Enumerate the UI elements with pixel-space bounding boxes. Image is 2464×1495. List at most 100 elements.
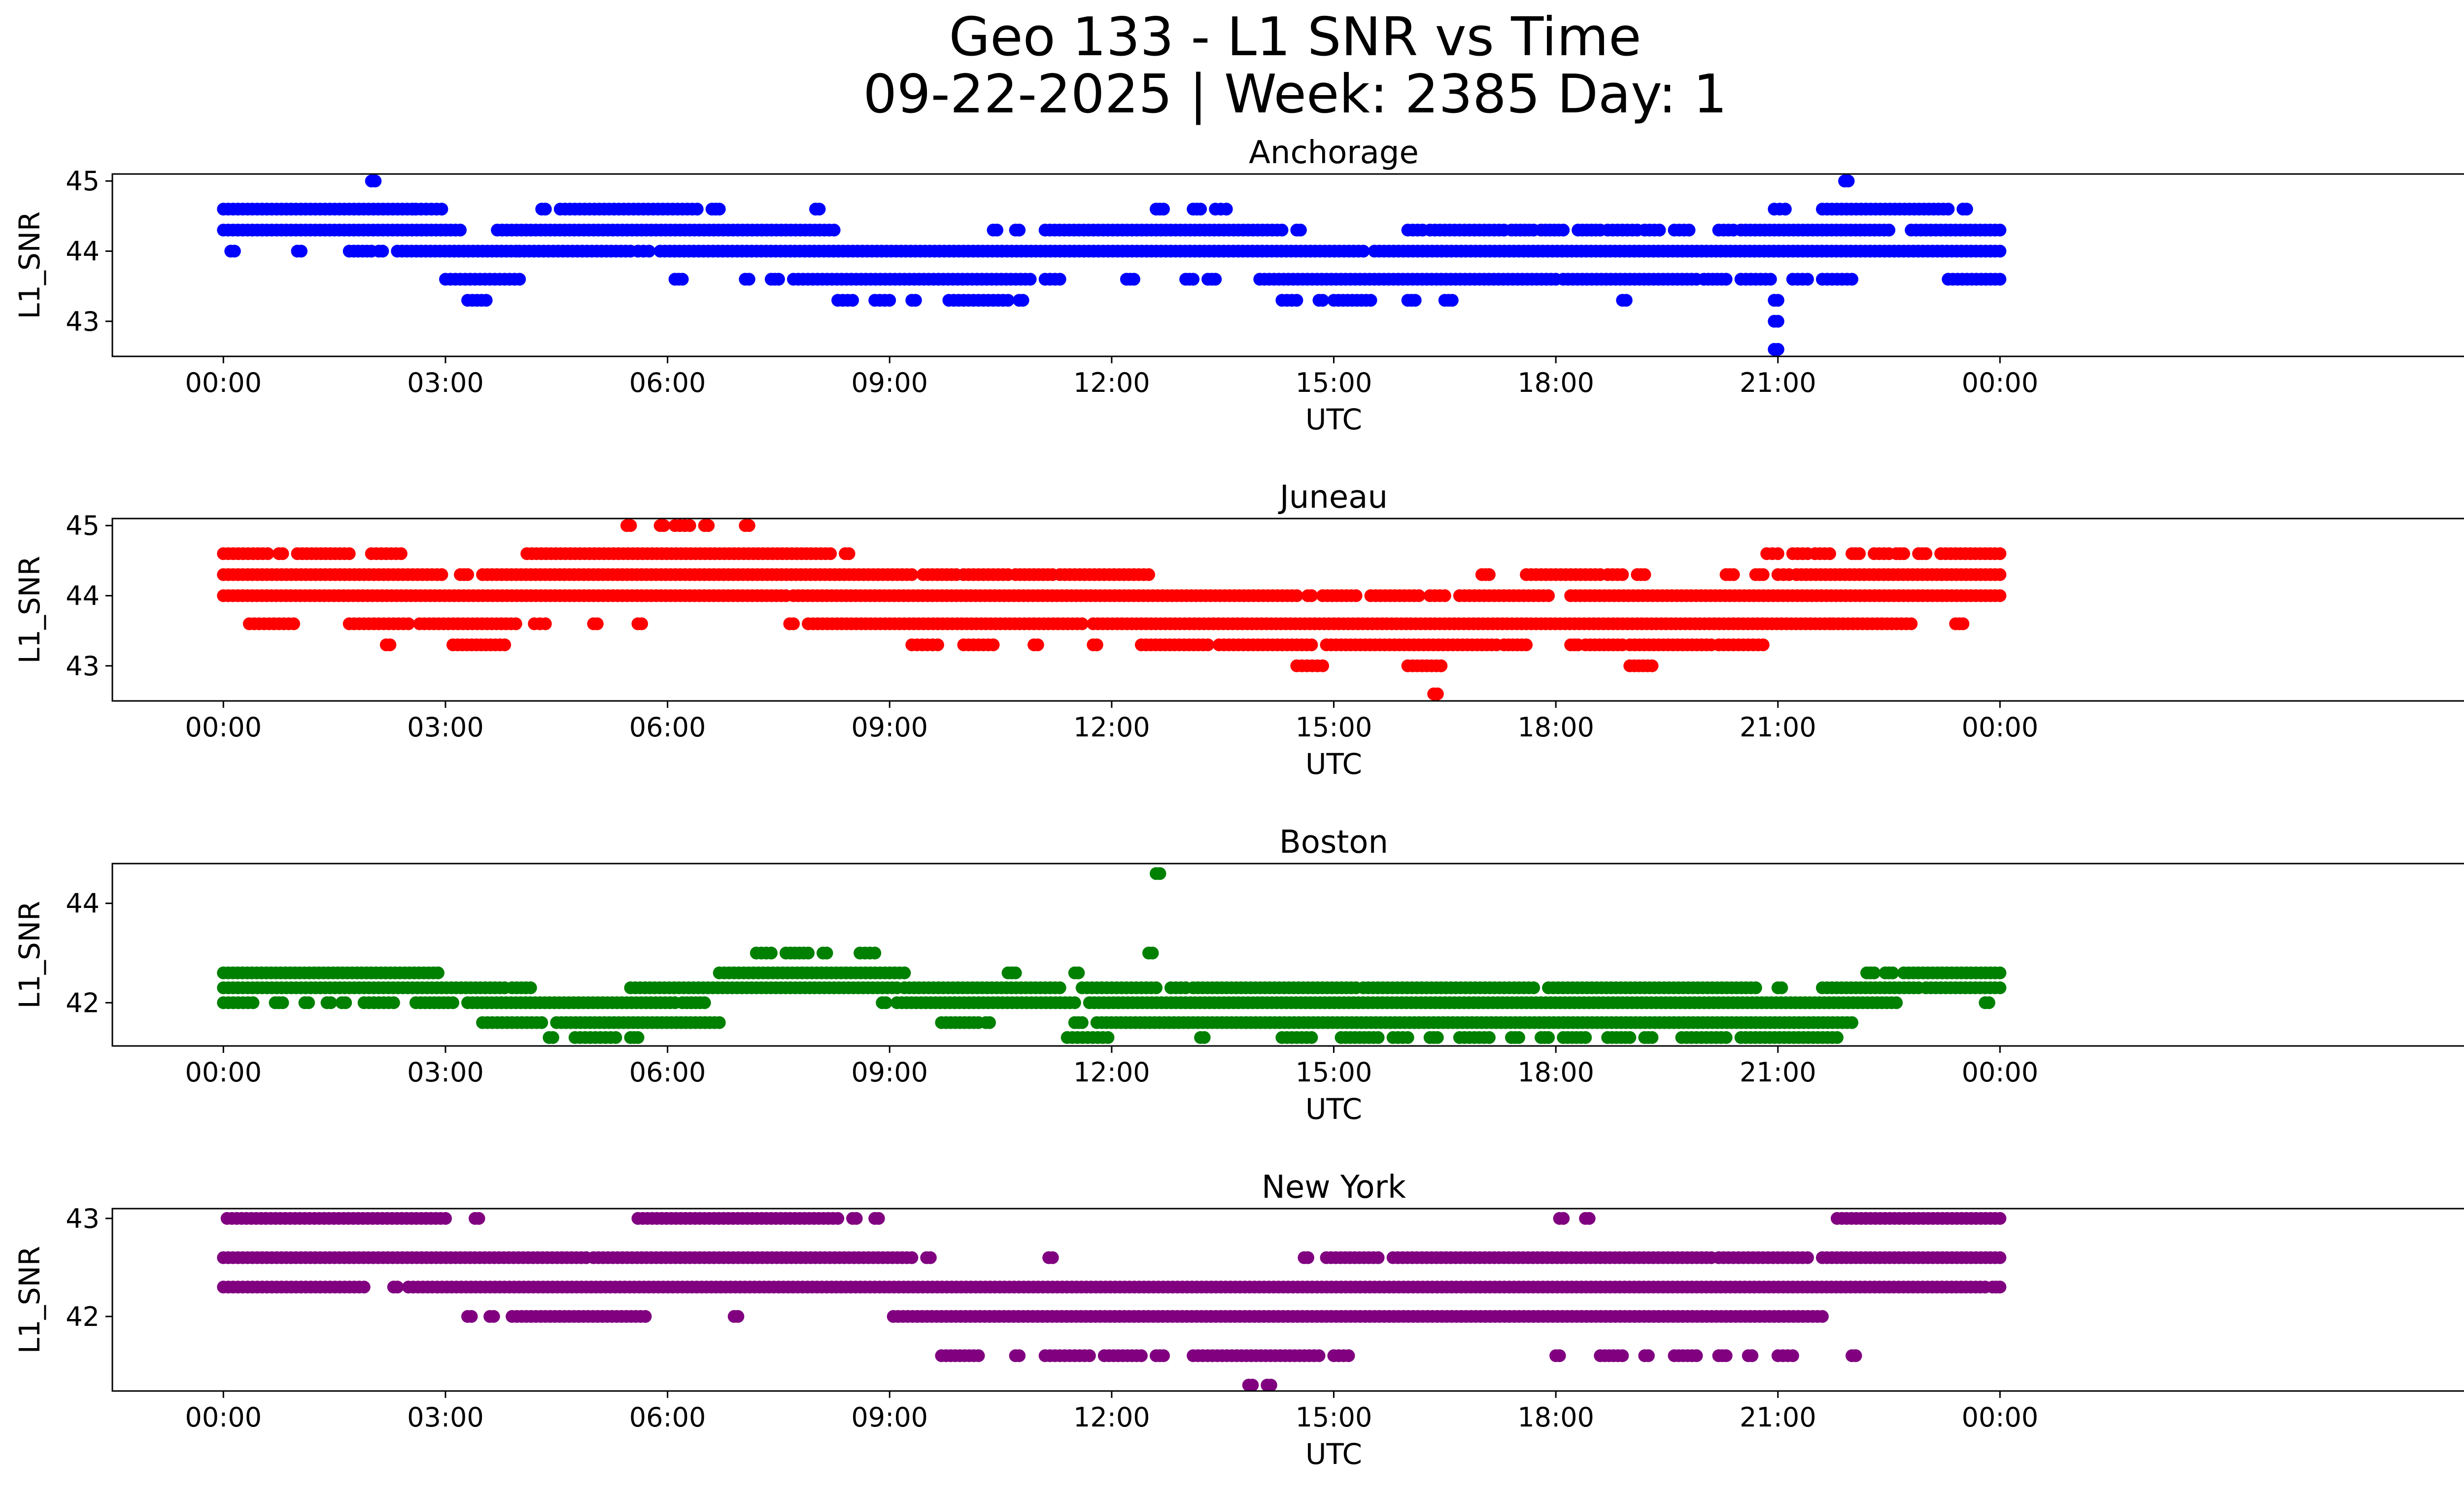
data-point: [524, 981, 537, 994]
data-point: [631, 1031, 645, 1044]
data-point: [1305, 1031, 1318, 1044]
data-point: [1357, 244, 1370, 258]
data-point: [813, 203, 826, 216]
data-point: [1771, 343, 1784, 356]
data-point: [1246, 1379, 1259, 1391]
data-point: [609, 1031, 622, 1044]
data-point: [1001, 294, 1015, 307]
x-tick-label: 18:00: [1517, 712, 1594, 743]
data-point: [1482, 568, 1496, 581]
subplot-title: Boston: [1279, 824, 1388, 861]
data-point: [1157, 203, 1170, 216]
data-point: [1157, 1349, 1170, 1362]
data-point: [991, 223, 1003, 237]
scatter-series: [217, 174, 2007, 356]
x-tick-label: 00:00: [185, 712, 262, 743]
data-point: [535, 1016, 548, 1029]
data-point: [1349, 589, 1363, 602]
data-point: [1520, 638, 1533, 652]
x-tick-label: 12:00: [1073, 1057, 1150, 1088]
data-point: [431, 966, 445, 979]
data-point: [1690, 1349, 1703, 1362]
data-point: [1198, 1031, 1211, 1044]
data-point: [1745, 1349, 1759, 1362]
data-point: [1438, 589, 1451, 602]
x-axis-label: UTC: [1305, 747, 1362, 781]
x-tick-label: 00:00: [1962, 712, 2039, 743]
x-tick-label: 12:00: [1073, 1402, 1150, 1433]
data-point: [1153, 867, 1166, 880]
data-point: [439, 1212, 452, 1225]
data-point: [1942, 203, 1955, 216]
data-point: [1201, 638, 1215, 652]
data-point: [905, 568, 919, 581]
y-tick-label: 42: [66, 1301, 100, 1332]
data-point: [1897, 547, 1911, 560]
data-point: [1616, 568, 1629, 581]
data-point: [1993, 223, 2007, 237]
data-point: [1009, 966, 1022, 979]
data-point: [1435, 659, 1448, 672]
data-point: [391, 1281, 404, 1294]
data-point: [1090, 638, 1103, 652]
data-point: [1830, 1031, 1844, 1044]
y-tick-label: 42: [66, 987, 100, 1018]
data-point: [643, 244, 655, 258]
data-point: [1638, 568, 1651, 581]
data-point: [509, 617, 522, 630]
scatter-series: [217, 1212, 2007, 1391]
y-tick-label: 44: [66, 236, 100, 267]
figure-title-line2: 09-22-2025 | Week: 2385 Day: 1: [863, 64, 1727, 125]
x-tick-label: 00:00: [185, 367, 262, 398]
data-point: [1371, 1031, 1385, 1044]
data-point: [1431, 687, 1444, 700]
x-tick-label: 12:00: [1073, 712, 1150, 743]
x-tick-label: 00:00: [1962, 1057, 2039, 1088]
data-point: [1305, 638, 1318, 652]
data-point: [276, 547, 289, 560]
scatter-series: [217, 519, 2007, 700]
data-point: [435, 568, 448, 581]
data-point: [402, 617, 415, 630]
data-point: [1431, 1031, 1444, 1044]
data-point: [1771, 294, 1784, 307]
data-point: [339, 996, 352, 1009]
data-point: [1993, 547, 2007, 560]
x-tick-label: 03:00: [407, 367, 484, 398]
data-point: [1364, 294, 1377, 307]
data-point: [702, 519, 715, 532]
data-point: [498, 638, 512, 652]
data-point: [539, 617, 552, 630]
data-point: [1101, 1031, 1115, 1044]
data-point: [446, 996, 459, 1009]
data-point: [435, 203, 448, 216]
x-tick-label: 15:00: [1296, 1402, 1372, 1433]
data-point: [324, 996, 338, 1009]
data-point: [764, 946, 778, 960]
data-point: [1294, 223, 1307, 237]
data-point: [1775, 981, 1788, 994]
data-point: [1786, 1349, 1799, 1362]
data-point: [1316, 294, 1329, 307]
y-tick-label: 45: [66, 510, 100, 541]
data-point: [1842, 174, 1855, 188]
data-point: [657, 519, 671, 532]
x-axis-label: UTC: [1305, 1437, 1362, 1471]
data-point: [731, 1310, 745, 1323]
data-point: [479, 294, 493, 307]
data-point: [1853, 547, 1866, 560]
data-point: [802, 946, 815, 960]
scatter-series: [217, 867, 2007, 1044]
data-point: [713, 203, 726, 216]
data-point: [1542, 589, 1555, 602]
data-point: [1275, 223, 1289, 237]
data-point: [624, 519, 637, 532]
x-tick-label: 15:00: [1296, 367, 1372, 398]
y-tick-label: 43: [66, 651, 100, 682]
data-point: [1031, 638, 1044, 652]
data-point: [1209, 273, 1222, 286]
figure-title-line1: Geo 133 - L1 SNR vs Time: [949, 6, 1641, 68]
data-point: [1187, 273, 1200, 286]
data-point: [1068, 996, 1081, 1009]
